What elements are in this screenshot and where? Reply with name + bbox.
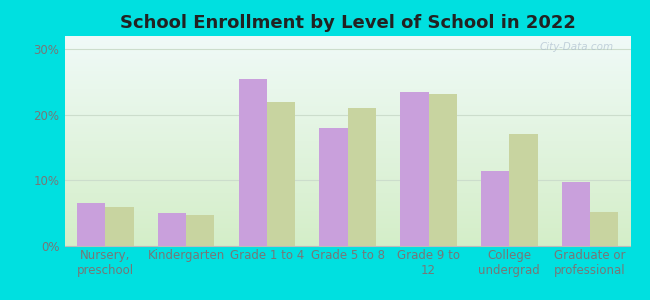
Bar — [105, 207, 134, 246]
Bar — [186, 214, 214, 246]
Bar — [510, 134, 538, 246]
Bar — [590, 212, 618, 246]
Bar — [400, 92, 428, 246]
Bar — [267, 102, 295, 246]
Text: City-Data.com: City-Data.com — [540, 42, 614, 52]
Title: School Enrollment by Level of School in 2022: School Enrollment by Level of School in … — [120, 14, 576, 32]
Bar — [428, 94, 457, 246]
Bar — [348, 108, 376, 246]
Bar — [158, 213, 186, 246]
Bar — [77, 203, 105, 246]
Bar — [320, 128, 348, 246]
Bar — [562, 182, 590, 246]
Bar — [481, 170, 510, 246]
Bar — [239, 79, 267, 246]
